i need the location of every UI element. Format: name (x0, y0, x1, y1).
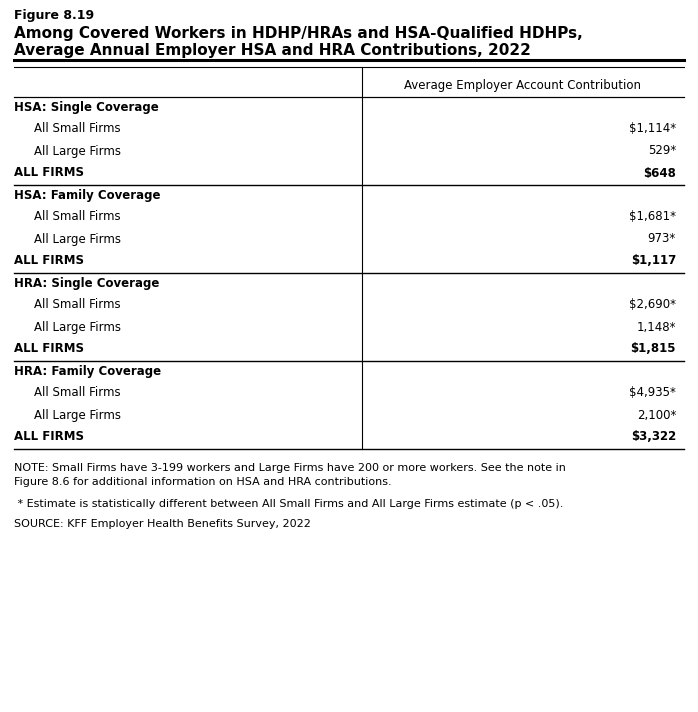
Text: Among Covered Workers in HDHP/HRAs and HSA-Qualified HDHPs,: Among Covered Workers in HDHP/HRAs and H… (14, 26, 583, 41)
Text: $4,935*: $4,935* (629, 387, 676, 399)
Text: ALL FIRMS: ALL FIRMS (14, 167, 84, 179)
Text: 1,148*: 1,148* (637, 320, 676, 333)
Text: ALL FIRMS: ALL FIRMS (14, 254, 84, 268)
Text: $648: $648 (643, 167, 676, 179)
Text: All Small Firms: All Small Firms (34, 211, 121, 224)
Text: NOTE: Small Firms have 3-199 workers and Large Firms have 200 or more workers. S: NOTE: Small Firms have 3-199 workers and… (14, 463, 566, 473)
Text: All Small Firms: All Small Firms (34, 122, 121, 135)
Text: ALL FIRMS: ALL FIRMS (14, 342, 84, 355)
Text: HRA: Single Coverage: HRA: Single Coverage (14, 276, 159, 290)
Text: 973*: 973* (648, 233, 676, 246)
Text: Figure 8.19: Figure 8.19 (14, 9, 94, 22)
Text: * Estimate is statistically different between All Small Firms and All Large Firm: * Estimate is statistically different be… (14, 499, 563, 509)
Text: $1,815: $1,815 (630, 342, 676, 355)
Text: All Large Firms: All Large Firms (34, 145, 121, 157)
Text: SOURCE: KFF Employer Health Benefits Survey, 2022: SOURCE: KFF Employer Health Benefits Sur… (14, 519, 311, 529)
Text: Average Employer Account Contribution: Average Employer Account Contribution (405, 79, 641, 92)
Text: All Small Firms: All Small Firms (34, 387, 121, 399)
Text: All Small Firms: All Small Firms (34, 298, 121, 312)
Text: 2,100*: 2,100* (637, 409, 676, 422)
Text: ALL FIRMS: ALL FIRMS (14, 431, 84, 444)
Text: All Large Firms: All Large Firms (34, 320, 121, 333)
Text: HSA: Family Coverage: HSA: Family Coverage (14, 189, 161, 201)
Text: $3,322: $3,322 (631, 431, 676, 444)
Text: $1,681*: $1,681* (629, 211, 676, 224)
Text: Average Annual Employer HSA and HRA Contributions, 2022: Average Annual Employer HSA and HRA Cont… (14, 43, 531, 58)
Text: All Large Firms: All Large Firms (34, 233, 121, 246)
Text: Figure 8.6 for additional information on HSA and HRA contributions.: Figure 8.6 for additional information on… (14, 477, 392, 487)
Text: HRA: Family Coverage: HRA: Family Coverage (14, 365, 161, 377)
Text: $1,117: $1,117 (631, 254, 676, 268)
Text: 529*: 529* (648, 145, 676, 157)
Text: $1,114*: $1,114* (629, 122, 676, 135)
Text: $2,690*: $2,690* (629, 298, 676, 312)
Text: HSA: Single Coverage: HSA: Single Coverage (14, 100, 158, 113)
Text: All Large Firms: All Large Firms (34, 409, 121, 422)
